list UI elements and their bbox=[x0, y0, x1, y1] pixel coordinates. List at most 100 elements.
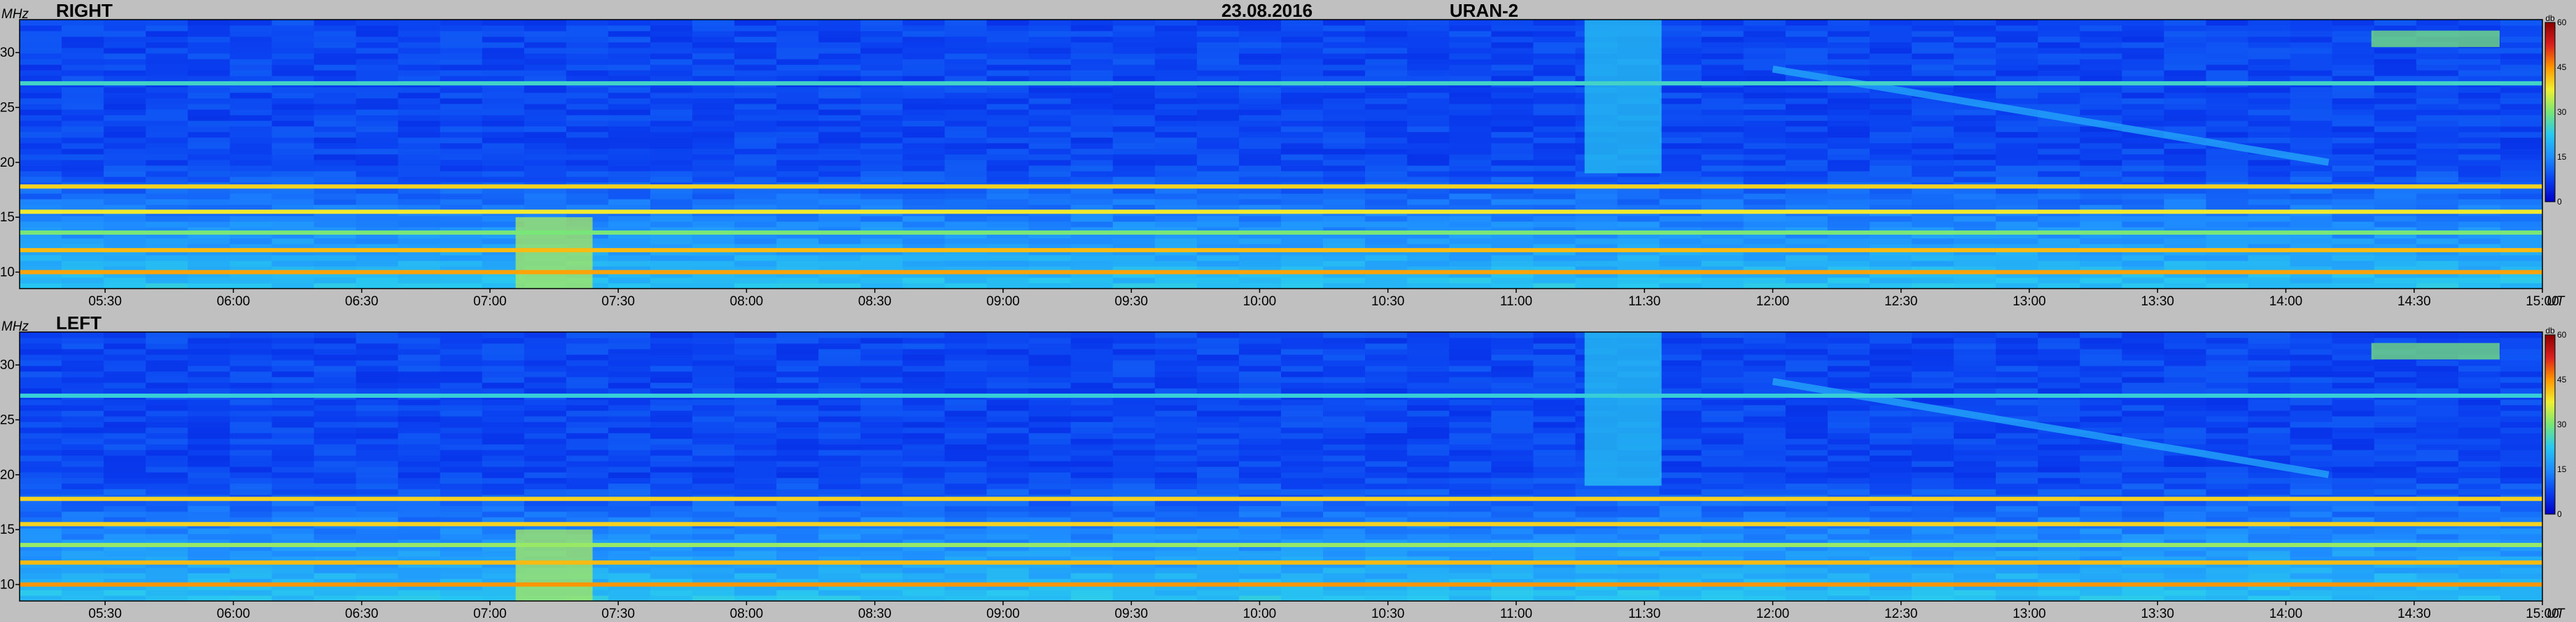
heatmap-cell bbox=[440, 272, 483, 278]
heatmap-cell bbox=[734, 115, 777, 121]
heatmap-cell bbox=[860, 98, 903, 104]
heatmap-cell bbox=[1196, 171, 1240, 177]
heatmap-cell bbox=[1449, 272, 1492, 278]
heatmap-cell bbox=[2164, 500, 2206, 506]
heatmap-cell bbox=[2206, 266, 2249, 272]
heatmap-cell bbox=[2500, 216, 2542, 222]
heatmap-cell bbox=[2122, 233, 2164, 239]
heatmap-cell bbox=[2290, 277, 2333, 284]
heatmap-cell bbox=[1449, 31, 1492, 37]
heatmap-cell bbox=[188, 450, 230, 456]
heatmap-cell bbox=[1869, 590, 1912, 596]
heatmap-cell bbox=[1196, 500, 1240, 506]
heatmap-cell bbox=[1407, 165, 1450, 172]
heatmap-cell bbox=[1659, 466, 1702, 473]
heatmap-cell bbox=[1196, 283, 1240, 289]
heatmap-cell bbox=[1996, 433, 2038, 439]
heatmap-cell bbox=[1365, 233, 1408, 239]
heatmap-cell bbox=[2290, 70, 2333, 76]
heatmap-cell bbox=[1575, 573, 1618, 579]
heatmap-cell bbox=[1659, 238, 1702, 244]
heatmap-cell bbox=[2206, 528, 2249, 534]
emission-band bbox=[20, 230, 2542, 235]
heatmap-cell bbox=[734, 438, 777, 445]
heatmap-cell bbox=[1407, 104, 1450, 110]
heatmap-cell bbox=[2038, 199, 2080, 205]
heatmap-cell bbox=[860, 87, 903, 93]
heatmap-cell bbox=[1743, 438, 1786, 445]
heatmap-cell bbox=[734, 188, 777, 194]
heatmap-cell bbox=[482, 255, 525, 261]
heatmap-cell bbox=[2458, 450, 2501, 456]
heatmap-cell bbox=[860, 534, 903, 540]
heatmap-cell bbox=[2374, 221, 2417, 228]
heatmap-cell bbox=[2332, 132, 2375, 138]
heatmap-cell bbox=[1743, 266, 1786, 272]
heatmap-cell bbox=[1827, 478, 1870, 484]
heatmap-cell bbox=[1154, 233, 1198, 239]
heatmap-cell bbox=[650, 20, 693, 26]
heatmap-cell bbox=[1112, 31, 1156, 37]
heatmap-cell bbox=[650, 221, 693, 228]
heatmap-cell bbox=[1533, 221, 1576, 228]
heatmap-cell bbox=[1996, 534, 2038, 540]
heatmap-cell bbox=[230, 238, 272, 244]
heatmap-cell bbox=[1323, 427, 1366, 434]
heatmap-cell bbox=[944, 70, 988, 76]
heatmap-cell bbox=[2416, 472, 2459, 478]
heatmap-cell bbox=[1281, 517, 1324, 523]
heatmap-cell bbox=[1869, 20, 1912, 26]
heatmap-cell bbox=[314, 450, 357, 456]
heatmap-cell bbox=[2332, 405, 2375, 411]
heatmap-cell bbox=[734, 205, 777, 211]
heatmap-cell bbox=[104, 92, 146, 99]
heatmap-cell bbox=[1996, 410, 2038, 417]
heatmap-cell bbox=[860, 205, 903, 211]
heatmap-cell bbox=[2038, 70, 2080, 76]
heatmap-cell bbox=[1449, 87, 1492, 93]
heatmap-cell bbox=[608, 545, 651, 551]
heatmap-cell bbox=[2458, 511, 2501, 518]
heatmap-cell bbox=[356, 472, 399, 478]
heatmap-cell bbox=[1785, 551, 1828, 557]
heatmap-cell bbox=[398, 595, 441, 601]
heatmap-cell bbox=[62, 143, 104, 149]
heatmap-cell bbox=[1785, 143, 1828, 149]
heatmap-cell bbox=[188, 227, 230, 233]
heatmap-cell bbox=[2458, 154, 2501, 160]
heatmap-cell bbox=[1827, 87, 1870, 93]
heatmap-cell bbox=[314, 567, 357, 574]
heatmap-cell bbox=[1407, 450, 1450, 456]
heatmap-cell bbox=[2416, 272, 2459, 278]
heatmap-cell bbox=[1323, 126, 1366, 132]
heatmap-cell bbox=[230, 455, 272, 462]
heatmap-cell bbox=[1323, 551, 1366, 557]
heatmap-cell bbox=[2206, 450, 2249, 456]
heatmap-cell bbox=[356, 48, 399, 54]
heatmap-cell bbox=[1070, 416, 1114, 422]
heatmap-cell bbox=[2458, 545, 2501, 551]
heatmap-cell bbox=[1070, 25, 1114, 32]
heatmap-cell bbox=[1154, 478, 1198, 484]
heatmap-cell bbox=[1365, 92, 1408, 99]
heatmap-cell bbox=[1112, 25, 1156, 32]
heatmap-cell bbox=[1954, 579, 1996, 585]
heatmap-cell bbox=[1575, 272, 1618, 278]
heatmap-cell bbox=[2500, 416, 2542, 422]
heatmap-cell bbox=[860, 238, 903, 244]
heatmap-cell bbox=[1785, 444, 1828, 450]
heatmap-cell bbox=[2290, 42, 2333, 48]
heatmap-cell bbox=[944, 489, 988, 495]
heatmap-cell bbox=[356, 579, 399, 585]
heatmap-cell bbox=[1070, 579, 1114, 585]
heatmap-cell bbox=[1449, 137, 1492, 144]
heatmap-cell bbox=[608, 579, 651, 585]
heatmap-cell bbox=[1028, 427, 1072, 434]
heatmap-cell bbox=[104, 472, 146, 478]
heatmap-cell bbox=[104, 76, 146, 82]
heatmap-cell bbox=[944, 551, 988, 557]
heatmap-cell bbox=[1407, 551, 1450, 557]
heatmap-cell bbox=[314, 25, 357, 32]
heatmap-cell bbox=[944, 216, 988, 222]
heatmap-cell bbox=[2500, 534, 2542, 540]
